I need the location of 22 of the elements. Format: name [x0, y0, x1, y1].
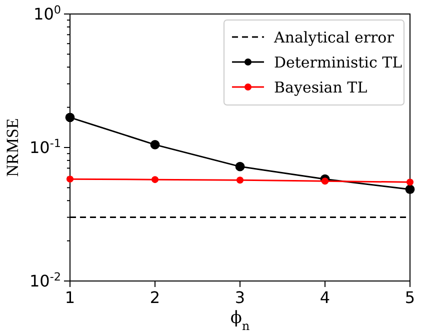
- point: [152, 176, 158, 184]
- y-tick-label: 10$^{-2}$: [29, 270, 61, 291]
- point: [66, 176, 74, 183]
- point: [322, 178, 328, 185]
- x-tick-label: 3: [234, 288, 246, 307]
- y-axis-title: NRMSE: [3, 118, 22, 177]
- y-tick-label: 10$^{0}$: [34, 3, 61, 24]
- x-axis-title: ϕ$_{n}$: [230, 308, 250, 331]
- legend-label: Analytical error: [273, 28, 395, 46]
- point: [150, 140, 160, 150]
- x-tick-label: 4: [320, 288, 330, 307]
- legend-label: Bayesian TL: [274, 78, 368, 96]
- point: [65, 112, 75, 122]
- legend-label: Deterministic TL: [274, 53, 402, 72]
- point: [236, 176, 244, 184]
- point: [405, 184, 415, 194]
- x-tick-label: 5: [404, 288, 416, 307]
- y-tick-label: 10$^{-1}$: [29, 136, 61, 158]
- point: [235, 162, 245, 172]
- point: [406, 178, 414, 186]
- x-tick-label: 2: [150, 288, 160, 307]
- x-tick-label: 1: [64, 288, 76, 307]
